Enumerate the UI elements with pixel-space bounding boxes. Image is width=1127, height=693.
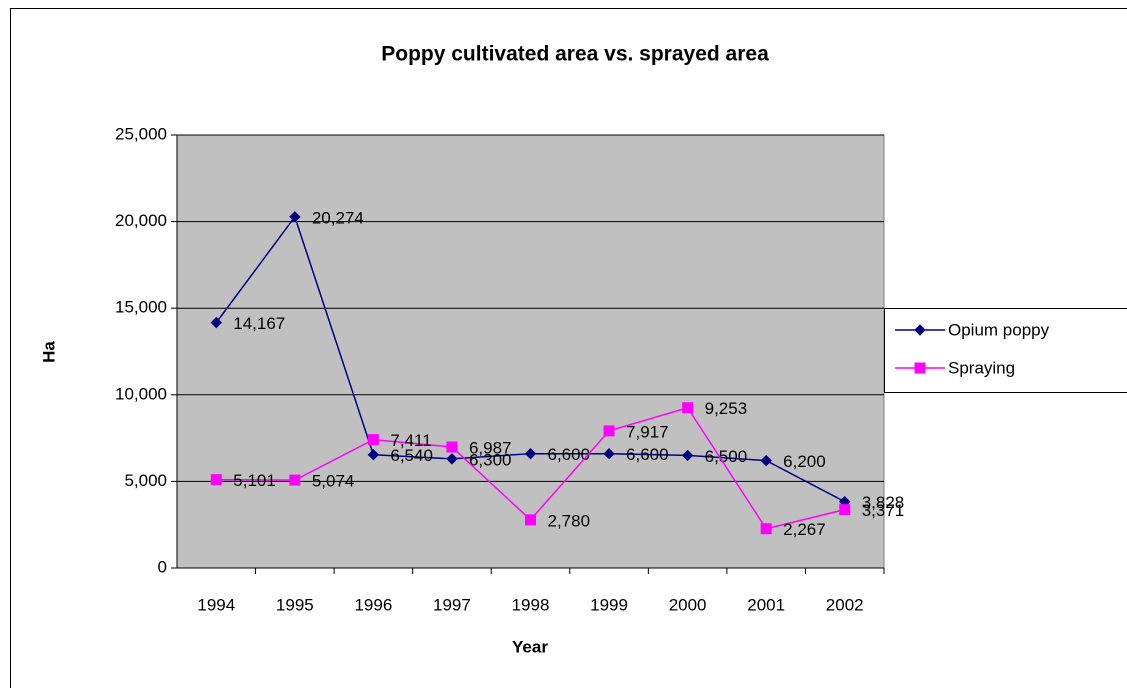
- x-tick-label: 2001: [747, 595, 785, 614]
- x-tick-label: 1998: [512, 595, 550, 614]
- point-marker: [526, 515, 536, 525]
- y-tick-label: 10,000: [115, 384, 167, 403]
- point-marker: [368, 435, 378, 445]
- y-tick-label: 15,000: [115, 298, 167, 317]
- point-marker: [290, 475, 300, 485]
- x-axis-title: Year: [512, 637, 548, 656]
- plot-area: [177, 135, 884, 568]
- y-tick-label: 5,000: [124, 471, 167, 490]
- x-tick-label: 1994: [197, 595, 235, 614]
- chart-title: Poppy cultivated area vs. sprayed area: [381, 43, 769, 66]
- data-label: 20,274: [312, 208, 364, 227]
- x-tick-label: 1997: [433, 595, 471, 614]
- y-axis-title: Ha: [39, 341, 58, 363]
- data-label: 2,780: [548, 511, 591, 530]
- y-tick-label: 0: [158, 557, 167, 576]
- x-tick-label: 2002: [826, 595, 864, 614]
- legend-label: Spraying: [948, 358, 1015, 377]
- data-label: 7,411: [390, 431, 431, 450]
- y-tick-label: 20,000: [115, 211, 167, 230]
- y-tick-label: 25,000: [115, 124, 167, 143]
- data-label: 2,267: [783, 520, 826, 539]
- point-marker: [211, 475, 221, 485]
- data-label: 3,371: [862, 501, 905, 520]
- x-tick-label: 1995: [276, 595, 314, 614]
- x-tick-label: 2000: [669, 595, 707, 614]
- data-label: 7,917: [626, 422, 669, 441]
- data-label: 6,200: [783, 452, 826, 471]
- legend-label: Opium poppy: [948, 320, 1050, 339]
- legend-marker: [915, 363, 925, 373]
- point-marker: [604, 426, 614, 436]
- x-tick-label: 1999: [590, 595, 628, 614]
- data-label: 6,987: [469, 438, 512, 457]
- point-marker: [761, 524, 771, 534]
- point-marker: [840, 505, 850, 515]
- data-label: 9,253: [705, 399, 748, 418]
- point-marker: [683, 403, 693, 413]
- data-label: 14,167: [233, 314, 285, 333]
- point-marker: [447, 442, 457, 452]
- data-label: 6,600: [548, 445, 591, 464]
- x-tick-label: 1996: [354, 595, 392, 614]
- data-label: 5,074: [312, 472, 355, 491]
- data-label: 6,500: [705, 447, 748, 466]
- data-label: 5,101: [233, 471, 276, 490]
- data-label: 6,600: [626, 445, 669, 464]
